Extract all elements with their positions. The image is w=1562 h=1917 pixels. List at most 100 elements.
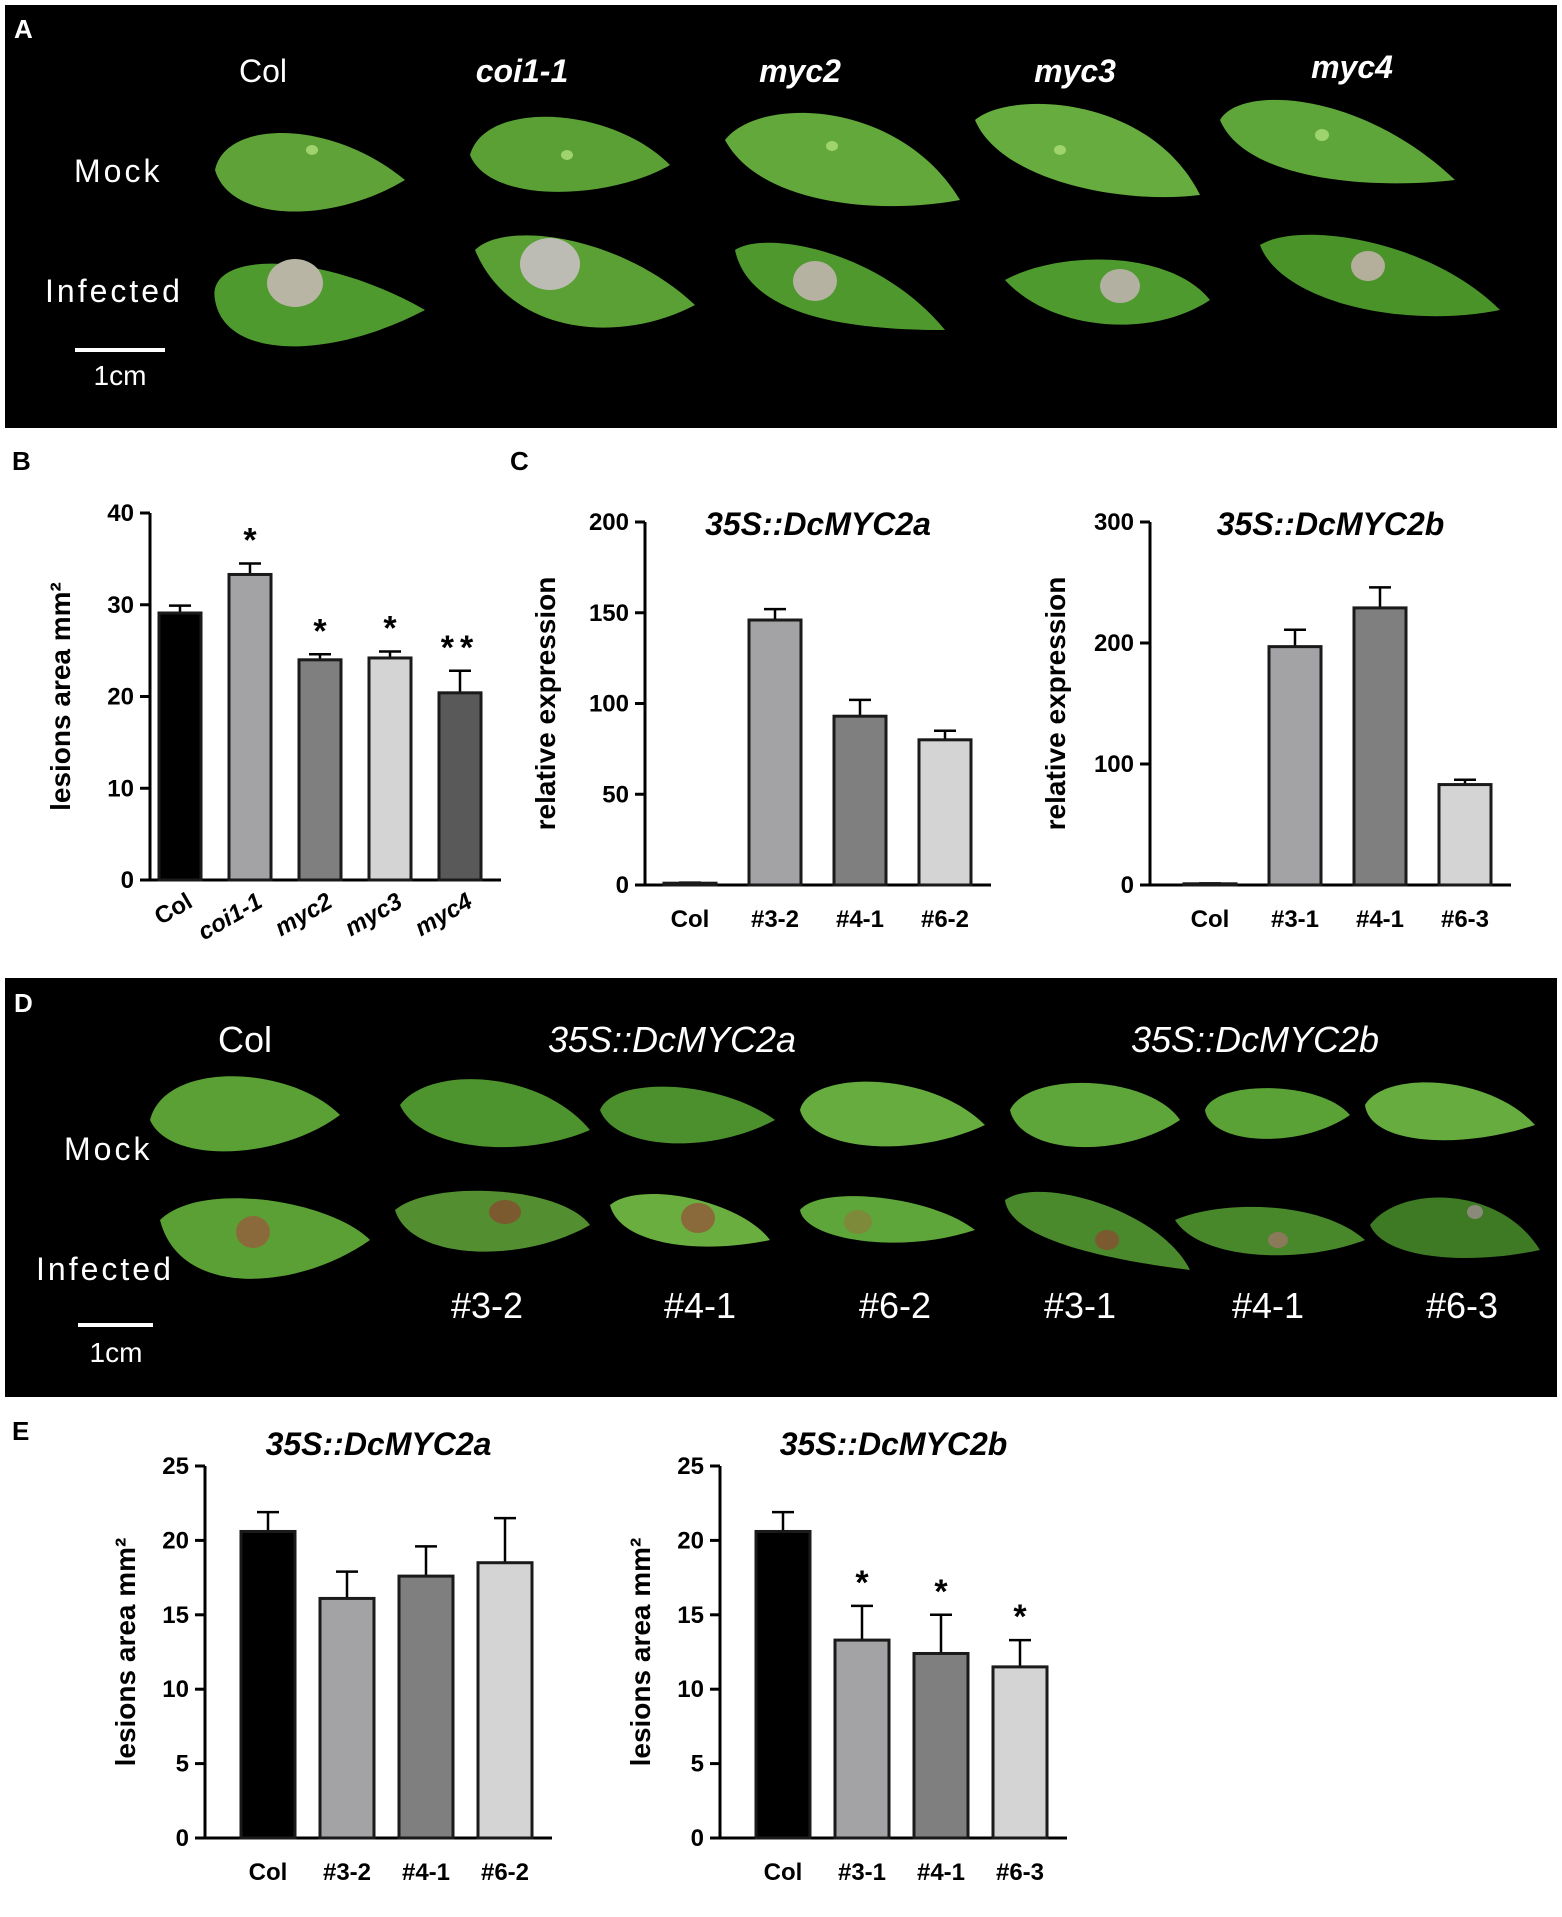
bar	[1267, 645, 1323, 887]
leaf-col-mock	[215, 132, 405, 212]
y-tick-label: 300	[1094, 509, 1134, 536]
y-tick-label: 50	[602, 781, 629, 808]
x-tick-label: Col	[764, 1859, 803, 1886]
bar	[747, 618, 803, 887]
y-axis-label: lesions area mm²	[625, 1538, 656, 1767]
x-tick-label: myc4	[410, 888, 477, 942]
leaf-d-4-1b-mock	[1205, 1088, 1350, 1139]
leaf-myc2-mock	[725, 112, 960, 207]
y-tick-label: 0	[616, 872, 629, 899]
genotype-label-myc2: myc2	[759, 53, 841, 89]
panel-e-letter: E	[12, 1416, 29, 1446]
x-tick-label: #6-3	[1441, 906, 1489, 933]
panel-d-background	[5, 978, 1557, 1397]
bar	[832, 714, 888, 887]
significance-marker: *	[313, 612, 327, 650]
y-tick-label: 10	[107, 775, 134, 802]
x-tick-label: #4-1	[917, 1859, 965, 1886]
significance-marker: *	[1013, 1598, 1027, 1636]
line-label-d-6: #6-3	[1426, 1285, 1498, 1326]
y-tick-label: 25	[162, 1453, 189, 1480]
x-tick-label: Col	[671, 906, 710, 933]
row-label-infected-d: Infected	[36, 1251, 174, 1287]
leaf-d-col-infected	[160, 1198, 370, 1279]
x-tick-label: myc3	[340, 887, 407, 941]
y-axis-label: relative expression	[530, 577, 561, 831]
y-tick-label: 150	[589, 600, 629, 627]
significance-marker: *	[855, 1564, 869, 1602]
y-tick-label: 30	[107, 592, 134, 619]
y-tick-label: 0	[1121, 872, 1134, 899]
leaf-d-3-2-infected	[395, 1190, 590, 1252]
y-tick-label: 200	[589, 509, 629, 536]
leaf-d-4-1-mock	[600, 1086, 775, 1144]
y-tick-label: 15	[162, 1602, 189, 1629]
y-tick-label: 200	[1094, 630, 1134, 657]
x-tick-label: #6-3	[996, 1859, 1044, 1886]
leaf-d-col-mock	[150, 1076, 340, 1152]
x-tick-label: Col	[1191, 906, 1230, 933]
scale-bar-label: 1cm	[94, 360, 147, 391]
bar	[1182, 882, 1238, 887]
y-tick-label: 20	[162, 1527, 189, 1554]
x-tick-label: #4-1	[836, 906, 884, 933]
bar	[367, 656, 413, 882]
genotype-label-coi1-1: coi1-1	[476, 53, 568, 89]
bar	[1352, 606, 1408, 887]
leaf-d-6-3-infected	[1370, 1197, 1540, 1258]
bar	[917, 738, 973, 887]
bar	[991, 1665, 1049, 1840]
x-tick-label: #6-2	[921, 906, 969, 933]
y-axis-label: lesions area mm²	[110, 1538, 141, 1767]
panel-c-letter: C	[510, 446, 529, 476]
bar	[157, 611, 203, 882]
line-label-d-5: #4-1	[1232, 1285, 1304, 1326]
bar	[754, 1529, 812, 1840]
panel-a-photo: A Col coi1-1 myc2 myc3 myc4 Mock Infecte…	[5, 5, 1557, 428]
bar	[437, 691, 483, 882]
y-tick-label: 25	[677, 1453, 704, 1480]
y-tick-label: 15	[677, 1602, 704, 1629]
leaf-myc4-infected	[1260, 234, 1500, 317]
bar	[476, 1561, 534, 1840]
panel-d-photo: D Col 35S::DcMYC2a 35S::DcMYC2b Mock Inf…	[5, 978, 1557, 1397]
significance-marker: *	[243, 521, 257, 559]
leaf-myc3-mock	[975, 103, 1200, 198]
row-label-mock-d: Mock	[64, 1131, 152, 1167]
y-tick-label: 100	[1094, 751, 1134, 778]
genotype-label-col: Col	[239, 53, 287, 89]
leaf-d-6-2-mock	[800, 1081, 985, 1147]
line-label-d-3: #6-2	[859, 1285, 931, 1326]
group-label-dcmyc2a: 35S::DcMYC2a	[548, 1019, 796, 1060]
leaf-myc2-infected	[735, 242, 945, 330]
bar	[318, 1596, 376, 1840]
y-tick-label: 0	[121, 867, 134, 894]
leaf-myc4-mock	[1220, 99, 1455, 184]
chart-title: 35S::DcMYC2b	[1217, 506, 1445, 542]
leaf-coi1-1-mock	[470, 116, 670, 192]
leaf-myc3-infected	[1005, 259, 1210, 325]
group-label-col: Col	[218, 1019, 272, 1060]
chart-title: 35S::DcMYC2a	[705, 506, 931, 542]
panel-d-letter: D	[14, 988, 33, 1018]
x-tick-label: myc2	[270, 887, 337, 941]
line-label-d-2: #4-1	[664, 1285, 736, 1326]
row-label-infected: Infected	[45, 273, 183, 309]
x-tick-label: #3-1	[1271, 906, 1319, 933]
bar	[297, 658, 343, 882]
x-tick-label: #3-1	[838, 1859, 886, 1886]
bar	[397, 1574, 455, 1840]
significance-marker: **	[441, 629, 479, 667]
leaf-coi1-1-infected	[475, 235, 695, 328]
panel-a-background	[5, 5, 1557, 428]
row-label-mock: Mock	[74, 153, 162, 189]
x-tick-label: #6-2	[481, 1859, 529, 1886]
leaf-d-3-1-infected	[1005, 1191, 1190, 1270]
y-tick-label: 40	[107, 500, 134, 527]
x-tick-label: Col	[150, 888, 197, 931]
bar	[662, 881, 718, 887]
